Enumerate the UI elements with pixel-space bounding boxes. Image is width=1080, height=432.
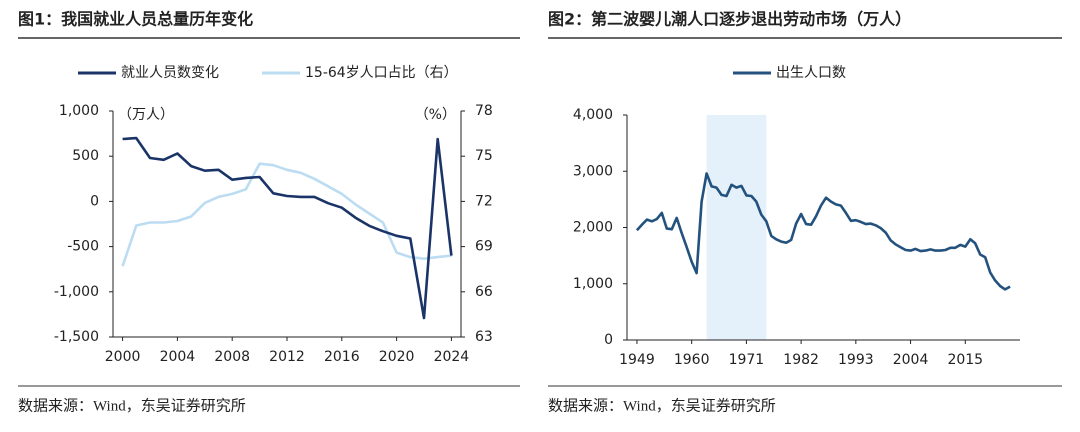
y-tick-label: 3,000: [573, 163, 613, 179]
unit-label: （万人）: [118, 107, 174, 123]
y2-tick-label: 66: [475, 284, 493, 300]
chart-title: 图1：我国就业人员总量历年变化: [18, 10, 253, 29]
y-tick-label: -1,500: [54, 329, 99, 345]
y2-tick-label: 63: [475, 329, 493, 345]
y-tick-label: -500: [67, 239, 99, 255]
y-tick-label: -1,000: [54, 284, 99, 300]
y-tick-label: 2,000: [573, 220, 613, 236]
x-tick-label: 2020: [379, 349, 415, 365]
x-tick-label: 2015: [947, 352, 983, 368]
y2-tick-label: 72: [475, 193, 493, 209]
highlight-band: [706, 115, 767, 340]
x-tick-label: 1982: [783, 352, 819, 368]
y2-tick-label: 75: [475, 148, 493, 164]
y-tick-label: 500: [72, 148, 99, 164]
x-tick-label: 2024: [434, 349, 470, 365]
legend-label: 15-64岁人口占比（右）: [305, 65, 458, 81]
y-tick-label: 0: [90, 193, 99, 209]
series-line: [635, 172, 1011, 291]
x-tick-label: 2016: [324, 349, 360, 365]
series-line: [121, 162, 452, 267]
x-tick-label: 1960: [674, 352, 710, 368]
source: 数据来源：Wind，东吴证券研究所: [18, 397, 246, 414]
y-tick-label: 0: [604, 332, 613, 348]
legend-label: 就业人员数变化: [121, 65, 219, 81]
series-line: [122, 136, 453, 320]
source: 数据来源：Wind，东吴证券研究所: [548, 397, 776, 414]
chart-title: 图2：第二波婴儿潮人口逐步退出劳动市场（万人）: [548, 10, 911, 29]
x-tick-label: 2012: [269, 349, 305, 365]
x-tick-label: 1949: [619, 352, 655, 368]
x-tick-label: 2008: [214, 349, 250, 365]
y2-tick-label: 69: [475, 239, 493, 255]
y2-tick-label: 78: [475, 103, 493, 119]
y-tick-label: 1,000: [59, 103, 99, 119]
legend-label: 出生人口数: [776, 65, 846, 81]
x-tick-label: 2000: [105, 349, 141, 365]
y-tick-label: 1,000: [573, 276, 613, 292]
x-tick-label: 2004: [160, 349, 196, 365]
x-tick-label: 1993: [838, 352, 874, 368]
unit-label: （%）: [415, 107, 456, 123]
x-tick-label: 1971: [729, 352, 765, 368]
y-tick-label: 4,000: [573, 107, 613, 123]
x-tick-label: 2004: [893, 352, 929, 368]
